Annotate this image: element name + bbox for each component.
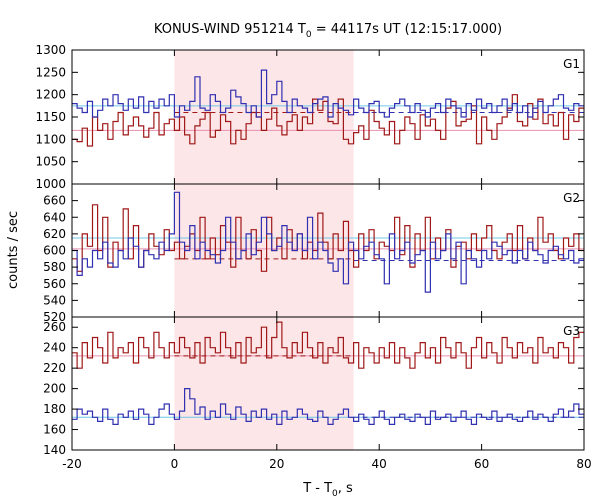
g3-ytick-label: 200 xyxy=(43,382,66,396)
g2-panel-label: G2 xyxy=(563,191,580,205)
g3-ytick-label: 220 xyxy=(43,361,66,375)
g1-blue-series xyxy=(72,69,584,118)
g3-ytick-label: 180 xyxy=(43,402,66,416)
g2-ytick-label: 560 xyxy=(43,277,66,291)
g1-ytick-label: 1300 xyxy=(35,43,66,57)
g3-ytick-label: 160 xyxy=(43,423,66,437)
g2-ytick-label: 660 xyxy=(43,194,66,208)
g1-ytick-label-bottom: 1000 xyxy=(35,177,66,191)
g3-red-series xyxy=(72,321,584,369)
g3-blue-series xyxy=(72,388,584,425)
x-axis-label: T - T0, s xyxy=(302,481,353,499)
g2-ytick-label-bottom: 520 xyxy=(43,310,66,324)
g1-panel-label: G1 xyxy=(563,57,580,71)
g2-ytick-label: 580 xyxy=(43,260,66,274)
g3-frame xyxy=(71,316,585,451)
x-tick-label: 60 xyxy=(474,457,489,471)
g2-blue-series xyxy=(72,191,584,293)
g1-ytick-label: 1050 xyxy=(35,155,66,169)
g1-ytick-label: 1200 xyxy=(35,88,66,102)
g1-ytick-label: 1150 xyxy=(35,110,66,124)
x-tick-label: -20 xyxy=(62,457,82,471)
g2-ytick-label: 540 xyxy=(43,293,66,307)
x-tick-label: 20 xyxy=(269,457,284,471)
plot-area: 1050 1100 1150 1200 1250 1300 1000 G1 540 560 580 6… xyxy=(35,43,591,471)
x-tick-label: 40 xyxy=(372,457,387,471)
g2-ytick-label: 600 xyxy=(43,244,66,258)
x-tick-label: 0 xyxy=(171,457,179,471)
y-axis-label: counts / sec xyxy=(6,211,21,289)
g2-ytick-label: 640 xyxy=(43,210,66,224)
g2-ytick-label: 620 xyxy=(43,227,66,241)
g3-ytick-label: 240 xyxy=(43,341,66,355)
x-tick-label: 80 xyxy=(576,457,591,471)
g1-ytick-label: 1250 xyxy=(35,65,66,79)
g1-ytick-label: 1100 xyxy=(35,132,66,146)
g3-ytick-label: 260 xyxy=(43,320,66,334)
g3-ytick-label: 140 xyxy=(43,443,66,457)
g3-panel-label: G3 xyxy=(563,324,580,338)
chart-title: KONUS-WIND 951214 T0 = 44117s UT (12:15:… xyxy=(154,22,502,40)
